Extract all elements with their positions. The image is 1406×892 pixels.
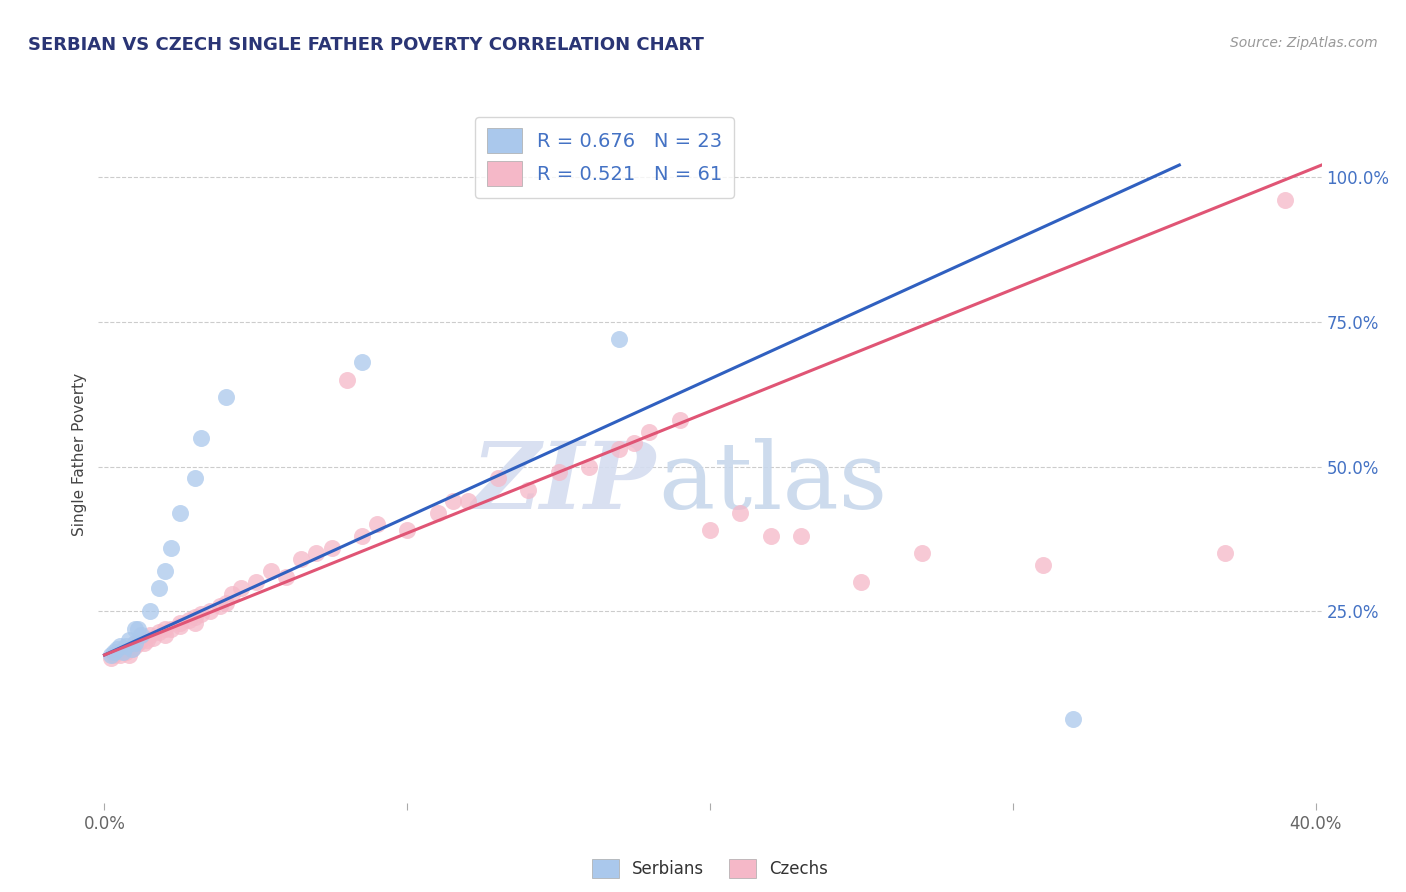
Point xyxy=(121,642,143,657)
Point xyxy=(699,523,721,537)
Text: ZIP: ZIP xyxy=(471,438,655,528)
Point xyxy=(1274,193,1296,207)
Point xyxy=(111,645,134,659)
Point xyxy=(114,645,136,659)
Point xyxy=(396,523,419,537)
Point xyxy=(108,639,131,653)
Point xyxy=(229,582,252,596)
Point xyxy=(153,622,176,636)
Point xyxy=(179,613,201,627)
Point xyxy=(1062,712,1084,726)
Point xyxy=(127,622,149,636)
Point xyxy=(321,541,343,555)
Point xyxy=(103,648,125,662)
Point xyxy=(184,471,207,485)
Point xyxy=(103,645,125,659)
Point xyxy=(607,332,630,346)
Point xyxy=(129,628,152,642)
Point xyxy=(790,529,813,543)
Point xyxy=(290,552,312,566)
Point xyxy=(169,619,191,633)
Point xyxy=(124,622,146,636)
Point xyxy=(851,575,873,590)
Point xyxy=(153,564,176,578)
Text: atlas: atlas xyxy=(658,438,889,528)
Point xyxy=(623,436,645,450)
Point xyxy=(214,390,236,404)
Y-axis label: Single Father Poverty: Single Father Poverty xyxy=(72,374,87,536)
Legend: Serbians, Czechs: Serbians, Czechs xyxy=(585,853,835,885)
Point xyxy=(426,506,449,520)
Point xyxy=(132,636,155,650)
Point xyxy=(1032,558,1054,573)
Point xyxy=(105,645,128,659)
Point xyxy=(148,582,170,596)
Point xyxy=(142,631,165,645)
Point xyxy=(105,642,128,657)
Point xyxy=(184,615,207,630)
Point xyxy=(124,639,146,653)
Point xyxy=(148,624,170,639)
Point xyxy=(260,564,283,578)
Point xyxy=(517,483,540,497)
Point xyxy=(169,615,191,630)
Point xyxy=(1213,546,1236,561)
Point xyxy=(276,570,298,584)
Point xyxy=(486,471,509,485)
Point xyxy=(350,355,373,369)
Point xyxy=(169,506,191,520)
Point xyxy=(441,494,464,508)
Point xyxy=(200,605,222,619)
Point xyxy=(121,642,143,657)
Point xyxy=(118,633,141,648)
Point xyxy=(108,648,131,662)
Point xyxy=(124,636,146,650)
Point xyxy=(911,546,934,561)
Point xyxy=(190,431,212,445)
Point xyxy=(129,633,152,648)
Point xyxy=(457,494,479,508)
Text: SERBIAN VS CZECH SINGLE FATHER POVERTY CORRELATION CHART: SERBIAN VS CZECH SINGLE FATHER POVERTY C… xyxy=(28,36,704,54)
Point xyxy=(221,587,243,601)
Point xyxy=(759,529,782,543)
Point xyxy=(139,605,162,619)
Point xyxy=(160,541,183,555)
Point xyxy=(135,633,157,648)
Point xyxy=(578,459,600,474)
Point xyxy=(153,628,176,642)
Point xyxy=(245,575,267,590)
Point xyxy=(366,517,388,532)
Point xyxy=(208,599,231,613)
Point xyxy=(100,651,122,665)
Point xyxy=(139,628,162,642)
Point xyxy=(118,648,141,662)
Point xyxy=(350,529,373,543)
Point xyxy=(336,373,359,387)
Point xyxy=(127,636,149,650)
Point xyxy=(305,546,328,561)
Point xyxy=(190,607,212,622)
Point xyxy=(607,442,630,457)
Point xyxy=(638,425,661,439)
Point xyxy=(160,622,183,636)
Point xyxy=(184,610,207,624)
Point xyxy=(114,639,136,653)
Point xyxy=(668,413,690,427)
Point xyxy=(111,642,134,657)
Point xyxy=(730,506,752,520)
Point xyxy=(124,636,146,650)
Point xyxy=(547,466,569,480)
Point xyxy=(100,648,122,662)
Point xyxy=(214,596,236,610)
Text: Source: ZipAtlas.com: Source: ZipAtlas.com xyxy=(1230,36,1378,50)
